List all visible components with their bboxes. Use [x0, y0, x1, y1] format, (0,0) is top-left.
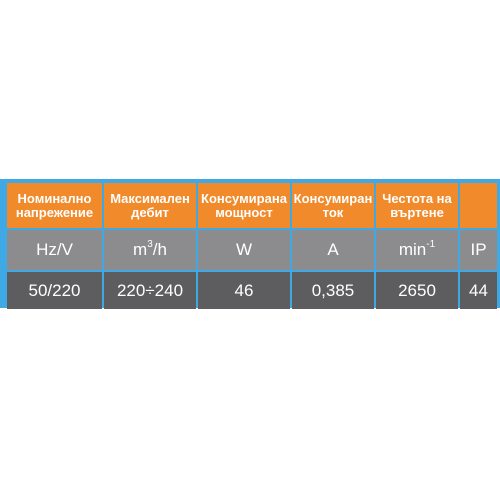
header-ip-empty: [460, 183, 497, 228]
header-label-line1: Номинално: [17, 190, 92, 206]
value-ip: 44: [460, 270, 497, 309]
header-label-line2: дебит: [131, 204, 169, 220]
unit-text: IP: [470, 240, 487, 259]
unit-text: m: [133, 240, 148, 259]
unit-ip: IP: [460, 228, 497, 270]
value-current: 0,385: [292, 270, 374, 309]
value-power: 46: [198, 270, 290, 309]
header-rotation-speed: Честота на въртене: [376, 183, 458, 228]
header-label-line1: Консумирана: [201, 190, 287, 206]
header-current: Консумиран ток: [292, 183, 374, 228]
header-row: Номинално напрежение Максимален дебит Ко…: [7, 183, 497, 228]
unit-current: A: [292, 228, 374, 270]
unit-text: Hz/V: [36, 240, 73, 259]
header-label-line1: Консумиран: [293, 190, 373, 206]
header-rated-voltage: Номинално напрежение: [7, 183, 102, 228]
header-label-line1: Максимален: [110, 190, 190, 206]
unit-superscript: -1: [426, 239, 436, 251]
header-label-line1: Честота на: [382, 190, 452, 206]
header-label-line2: въртене: [390, 204, 444, 220]
value-rotation: 2650: [376, 270, 458, 309]
unit-superscript: 3: [147, 239, 153, 251]
unit-text: min: [398, 240, 427, 259]
header-max-flow: Максимален дебит: [104, 183, 196, 228]
unit-flow: m3/h: [104, 228, 196, 270]
header-label-line2: напрежение: [15, 204, 94, 220]
unit-power: W: [198, 228, 290, 270]
units-row: Hz/V m3/h W A min-1 IP: [7, 228, 497, 270]
value-voltage: 50/220: [7, 270, 102, 309]
unit-text: A: [327, 240, 339, 259]
value-flow: 220÷240: [104, 270, 196, 309]
values-row: 50/220 220÷240 46 0,385 2650 44: [7, 270, 497, 309]
unit-rotation: min-1: [376, 228, 458, 270]
header-label-line2: ток: [322, 204, 344, 220]
header-label-line2: мощност: [215, 204, 273, 220]
unit-voltage: Hz/V: [7, 228, 102, 270]
spec-table: Номинално напрежение Максимален дебит Ко…: [5, 183, 499, 309]
unit-text: W: [235, 240, 253, 259]
header-power: Консумирана мощност: [198, 183, 290, 228]
unit-suffix: /h: [152, 240, 167, 259]
